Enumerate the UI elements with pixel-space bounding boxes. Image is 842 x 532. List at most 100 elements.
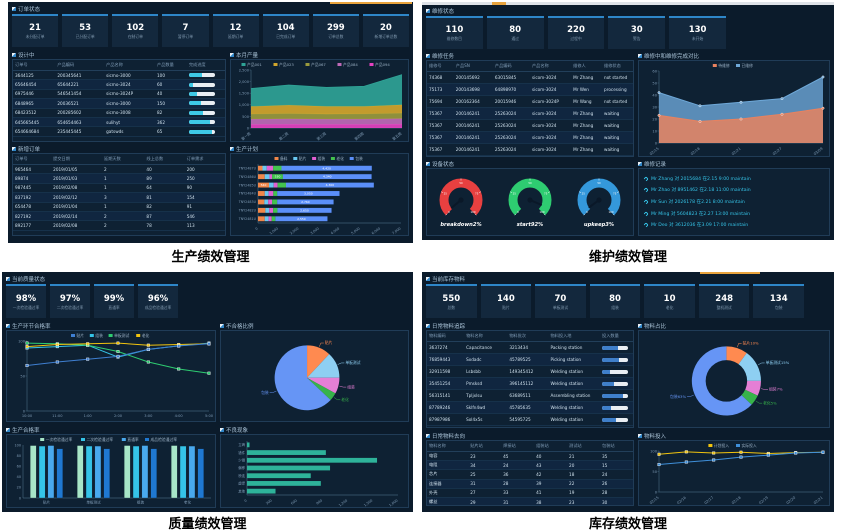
- column-header: 产品编码: [492, 61, 530, 72]
- table-cell: 75173: [427, 83, 454, 96]
- svg-text:start92%: start92%: [517, 222, 544, 228]
- caption-production: 生产绩效管理: [171, 250, 250, 265]
- kpi-label: 组装: [611, 304, 619, 310]
- svg-text:02/19: 02/19: [758, 495, 769, 505]
- kpi-label: 一次检验通过率: [12, 304, 40, 310]
- table-cell: 200: [184, 164, 225, 175]
- table-cell: Sol4x5s: [464, 413, 508, 426]
- table-cell: Packing station: [548, 341, 601, 354]
- svg-text:100: 100: [18, 339, 26, 343]
- kpi-value: 134: [769, 293, 788, 304]
- section-title: 新增订单: [18, 147, 41, 153]
- table-row: 654478 2019/01/04 1 82 91: [13, 202, 225, 212]
- tab-indicator: [492, 2, 506, 5]
- svg-text:待维修: 待维修: [718, 63, 730, 68]
- table-cell: 3637274: [427, 341, 465, 354]
- svg-text:0: 0: [655, 490, 658, 494]
- table-cell: 20: [567, 460, 600, 471]
- lineArea-chart: 贴片 组装 单板测试 老化 0 50 100 10:00 11:00 1:00 2:00 3:00 4:…: [18, 333, 214, 418]
- table-cell: 645665445: [13, 117, 56, 128]
- log-entry: Mr Ming 对 5604823 在2.27 13:00 maintain: [643, 210, 824, 217]
- table-cell: 200146241: [453, 143, 493, 156]
- svg-text:第二周: 第二周: [278, 131, 290, 141]
- table-cell: 63015845: [492, 71, 530, 84]
- gauge-chart: 0 25 50 75 100 start92%: [508, 178, 552, 228]
- table-cell: 1: [102, 173, 145, 184]
- section-title: 生产计划: [236, 147, 259, 153]
- svg-text:2,000: 2,000: [239, 80, 250, 84]
- table-cell: Mr Zhang: [571, 131, 603, 144]
- progress-track: [188, 129, 215, 134]
- table-cell: 19: [567, 488, 600, 498]
- panel-passrate-chart: 贴片 组装 单板测试 老化 0 50 100 10:00 11:00 1:00 2:00 3:00 4:…: [6, 330, 216, 422]
- svg-text:0: 0: [655, 141, 658, 145]
- svg-text:产品094: 产品094: [375, 62, 390, 67]
- table-cell: sicom-3024: [529, 71, 572, 84]
- column-header: 提交日期: [51, 154, 103, 165]
- column-header: 完成进度: [186, 60, 225, 71]
- table-cell: 35451254: [427, 377, 465, 390]
- table-cell: 362: [155, 117, 187, 128]
- svg-text:0: 0: [23, 409, 26, 413]
- panel-tracking-table: 物料编码 物料名称 物料批次 物料投入地 投入数量 3637274 Capacitance 3…: [426, 330, 634, 428]
- table-cell: 24: [501, 460, 535, 471]
- column-header: 产品数量: [155, 60, 187, 71]
- dashboard-production: 订单状态 21 未分配订单 53 已分配订单 102 在制订单 7 暂停订单 12 延期订单 104…: [8, 2, 413, 243]
- panel-trend-chart: 待维修 已维修 0 10 20 30 40 50 60 02/15 02/18 02/21 02/27 0…: [638, 60, 830, 157]
- section-title: 订单状态: [18, 7, 41, 13]
- kpi-label: 过程中: [570, 36, 582, 41]
- table-cell: waiting: [602, 143, 633, 156]
- section-icon: [426, 54, 430, 58]
- table-cell: sicmo-3024P: [104, 89, 156, 100]
- section-icon: [638, 434, 642, 438]
- table-cell: 76859443: [427, 353, 465, 366]
- svg-text:组装: 组装: [137, 500, 145, 505]
- gauge: 0 25 50 75 100 breakdown2%: [429, 173, 493, 231]
- table-cell: 200162364: [453, 95, 493, 108]
- svg-text:20: 20: [652, 117, 657, 121]
- table-row: 76859443 Sxdadc 45789525 Picking station: [427, 353, 633, 366]
- progress-cell: [186, 70, 225, 81]
- svg-text:2,650: 2,650: [300, 208, 309, 212]
- svg-text:1,000: 1,000: [239, 103, 250, 107]
- table-cell: 15: [600, 460, 633, 471]
- table-row: 89874 2019/01/03 1 89 250: [13, 173, 225, 184]
- kpi-value: 80: [609, 293, 621, 304]
- data-table: 物料名称 贴片站 焊接站 组装站 测试站 包装站 电容 23 45 40 21 35 电阻 34 24 43 2…: [427, 441, 633, 505]
- svg-text:60: 60: [652, 69, 657, 73]
- data-table: 订单号 提交日期 延期天数 线上总数 订单需求 965464 2019/01/05 2 40 20…: [13, 154, 225, 231]
- table-cell: 64898970: [492, 83, 530, 96]
- kpi-card: 30 警告: [608, 16, 666, 49]
- table-row: 外壳 27 33 41 19 28: [427, 488, 633, 498]
- section-title: 当前质量状态: [12, 277, 46, 283]
- table-cell: 39: [534, 479, 568, 489]
- svg-text:2:00: 2:00: [114, 414, 123, 418]
- column-header: 物料编码: [427, 331, 465, 342]
- table-cell: 27: [468, 488, 502, 498]
- kpi-value: 7: [182, 23, 189, 33]
- table-cell: gatswds: [104, 126, 156, 137]
- progress-cell: [600, 413, 633, 426]
- table-cell: 64: [144, 183, 185, 194]
- svg-text:0: 0: [448, 210, 450, 214]
- table-cell: 35: [600, 451, 633, 462]
- svg-text:第五周: 第五周: [391, 131, 403, 141]
- svg-text:50: 50: [652, 81, 657, 85]
- table-row: 87789246 Sklfn4wd 45785635 Welding station: [427, 401, 633, 414]
- kpi-card: 99% 直通率: [94, 284, 134, 318]
- caption-inventory: 库存绩效管理: [588, 517, 667, 532]
- table-cell: 65646454: [13, 79, 56, 90]
- progress-cell: [186, 126, 225, 137]
- kpi-value: 99%: [103, 293, 125, 304]
- kpi-card: 80 组装: [589, 284, 641, 318]
- table-cell: sicom-3024: [529, 131, 572, 144]
- wrench-icon: [643, 222, 649, 229]
- column-header: 订单号: [13, 60, 56, 71]
- table-cell: 89874: [13, 173, 52, 184]
- table-cell: 36: [501, 469, 535, 480]
- table-cell: 546: [184, 211, 225, 222]
- table-cell: 200146241: [453, 107, 493, 120]
- lineArea-chart: 计划投入 实际投入 0 50 100 02/15 02/16 02/17 02/18 02/19 0…: [649, 443, 825, 505]
- table-row: 75367 200146241 25263024 sicom-3024 Mr Zhang…: [427, 119, 633, 132]
- dashboard-maintenance: 维修状态 110 维修数目 80 通过 220 过程中 30 警告 130 未开始 维修任务 维修…: [422, 2, 834, 240]
